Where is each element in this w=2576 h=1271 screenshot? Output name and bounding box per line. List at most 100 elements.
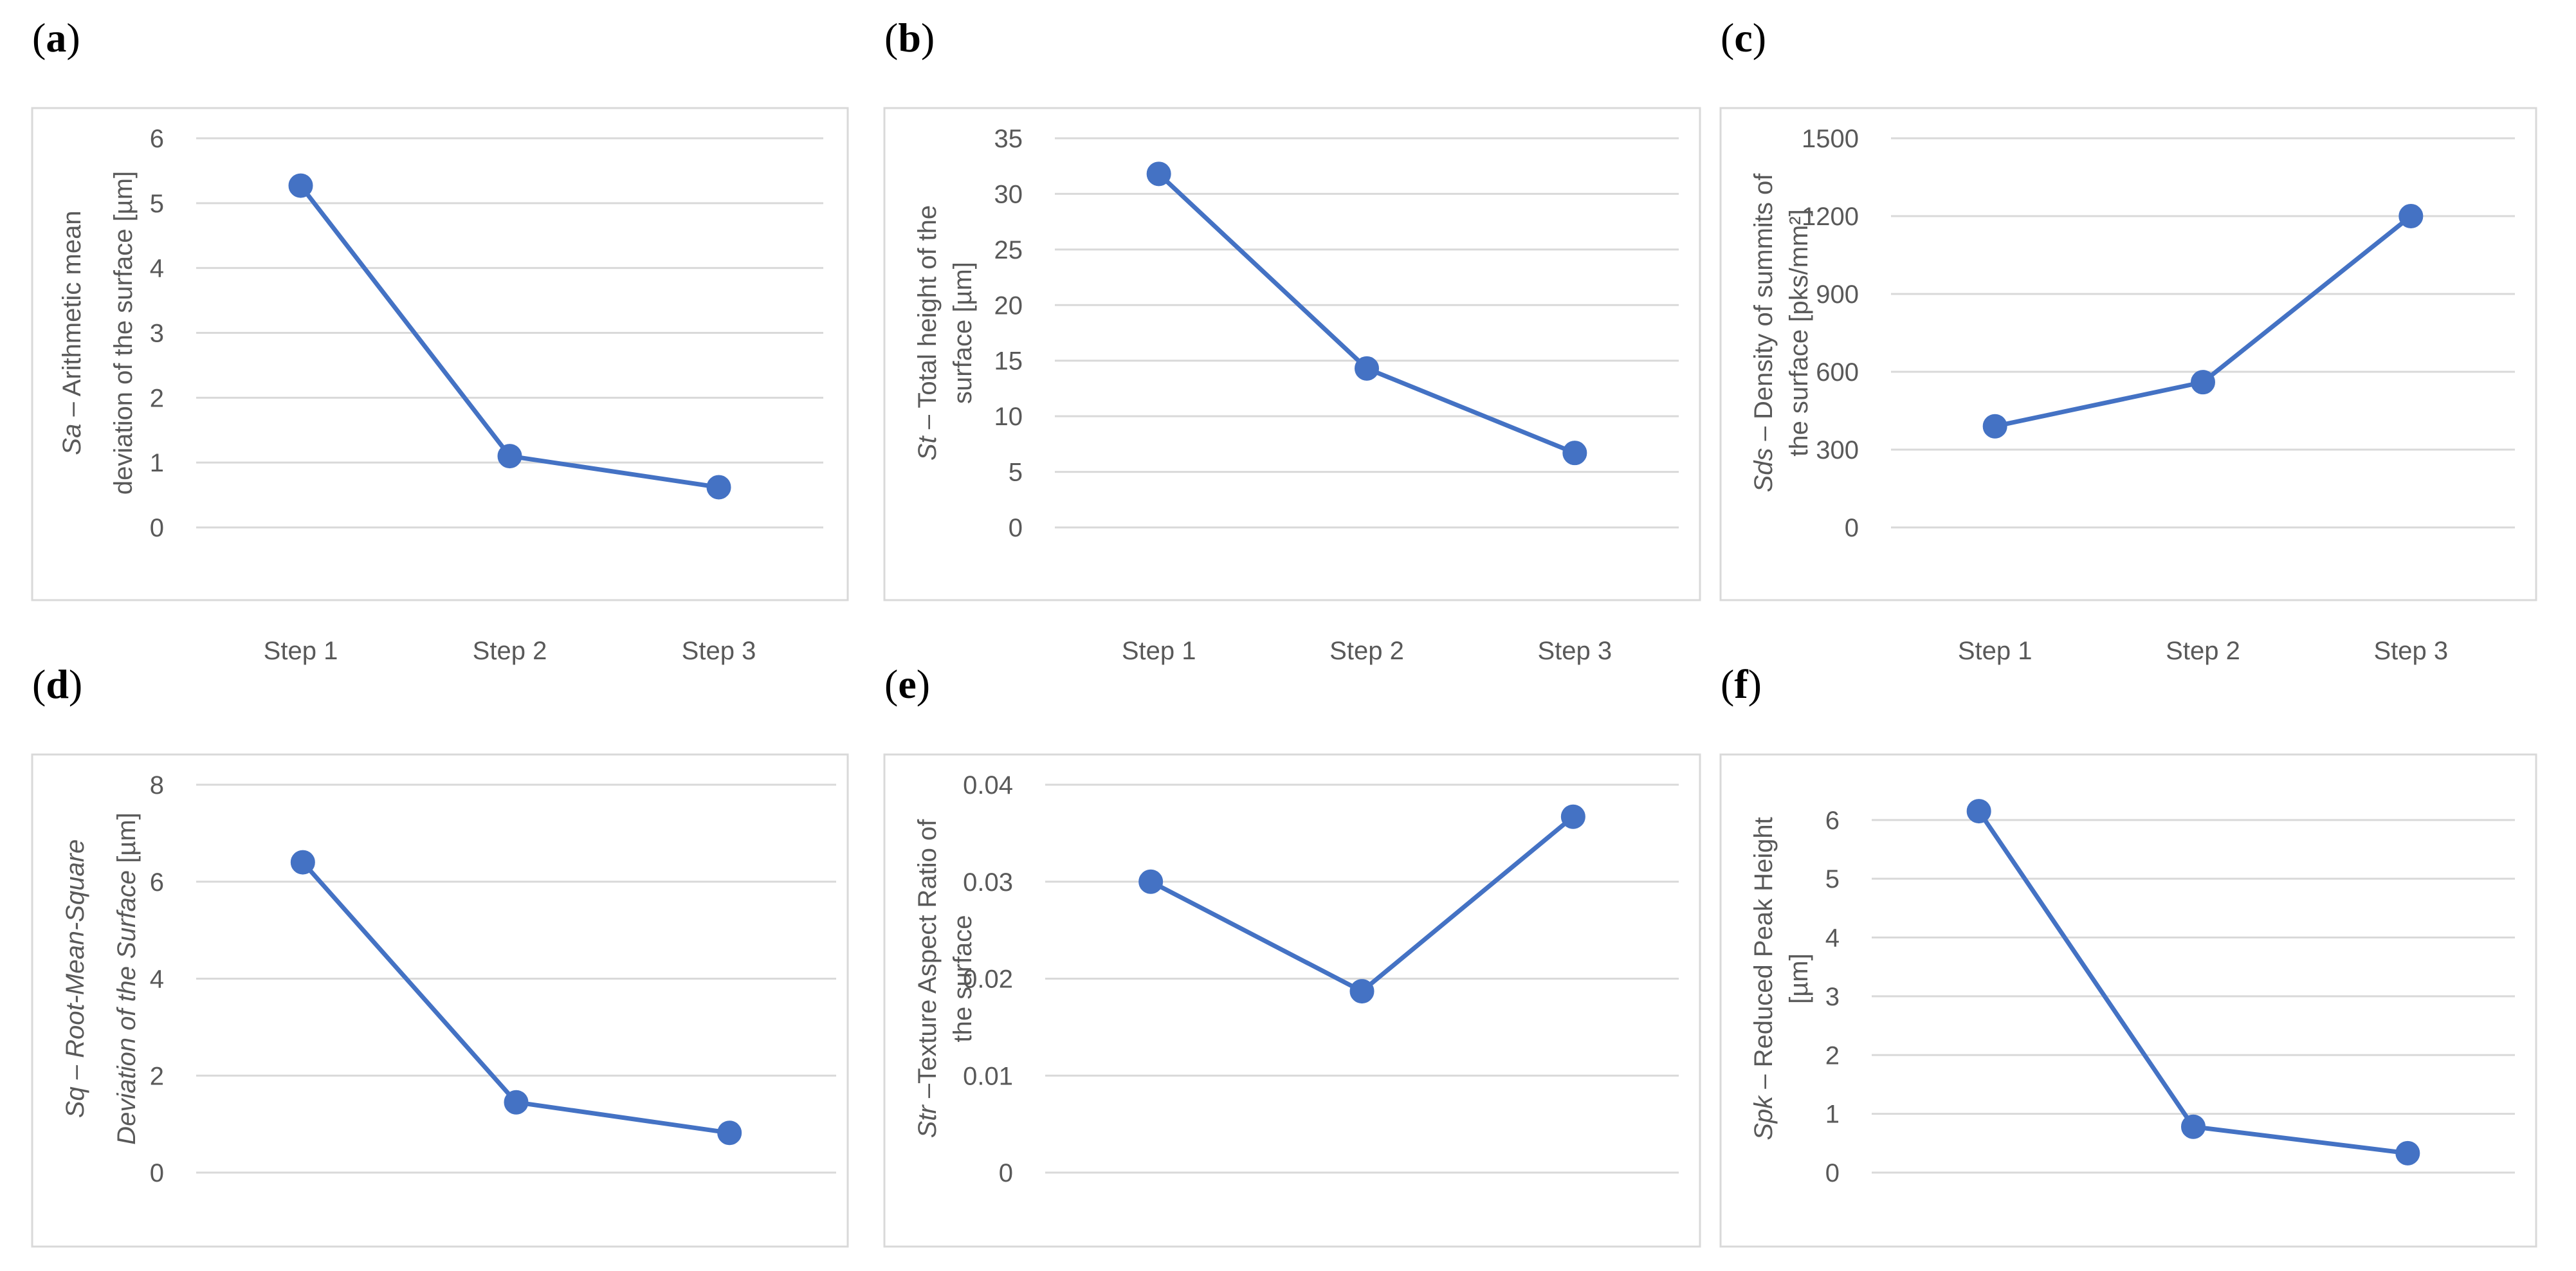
y-tick-label: 0 [150, 1159, 164, 1187]
y-tick-label: 20 [994, 291, 1023, 320]
chart-frame [883, 107, 1701, 601]
y-tick-label: 5 [1009, 459, 1023, 487]
chart-frame [883, 753, 1701, 1248]
y-axis-title-line1: Sq – Root-Mean-Square [61, 839, 89, 1119]
y-tick-label: 2 [150, 1062, 164, 1090]
data-point [2181, 1114, 2206, 1139]
y-tick-label: 1200 [1802, 203, 1859, 231]
y-tick-label: 0.03 [963, 868, 1013, 897]
y-axis-title: Sds – Density of summits of the surface [… [1749, 173, 1813, 493]
panel-label: (f) [1721, 661, 1762, 707]
data-point [1146, 161, 1171, 187]
data-point [1355, 356, 1379, 381]
y-tick-label: 0.01 [963, 1062, 1013, 1090]
data-point [706, 475, 731, 500]
y-axis-title-line2: surface [µm] [949, 262, 977, 404]
chart-frame [1719, 107, 2537, 601]
panel-a: (a) 0 1 2 3 4 5 6 Step 1 Step 2 Step 3 Sa – Arithme… [31, 15, 849, 665]
panel-label: (d) [32, 661, 82, 707]
data-point [497, 444, 522, 469]
data-point [717, 1120, 742, 1146]
y-axis-title: St – Total height of the surface [µm] [913, 205, 977, 461]
y-axis-title-line2: deviation of the surface [µm] [109, 171, 138, 495]
x-tick-label: Step 2 [2166, 637, 2240, 665]
y-tick-label: 4 [1825, 924, 1840, 953]
y-tick-label: 0 [1825, 1159, 1840, 1187]
y-tick-label: 0 [999, 1159, 1013, 1187]
panel-label: (c) [1721, 15, 1766, 60]
y-axis-title: Str –Texture Aspect Ratio of the surface [913, 819, 977, 1138]
y-tick-label: 0.04 [963, 771, 1013, 800]
y-axis-title-line2: Deviation of the Surface [µm] [113, 812, 141, 1145]
data-point [1138, 869, 1164, 894]
data-point [1966, 799, 1991, 824]
x-tick-label: Step 2 [1329, 637, 1404, 665]
y-tick-label: 1 [150, 449, 164, 477]
y-tick-label: 10 [994, 403, 1023, 431]
y-tick-label: 0 [1845, 514, 1859, 542]
y-axis-title: Sq – Root-Mean-Square Deviation of the Su… [61, 812, 141, 1145]
y-axis-title-line2: the surface [949, 915, 977, 1043]
y-tick-label: 5 [1825, 865, 1840, 893]
panel-label: (e) [884, 661, 930, 707]
x-tick-label: Step 3 [682, 637, 756, 665]
data-point [1982, 414, 2007, 439]
y-tick-label: 0 [150, 514, 164, 542]
y-axis-title: Sa – Arithmetic mean deviation of the sur… [58, 171, 138, 495]
y-axis-title-line1: Sa – Arithmetic mean [58, 210, 86, 455]
chart-frame [31, 107, 849, 601]
y-axis-title-line2: [µm] [1785, 953, 1813, 1004]
data-point [290, 850, 315, 875]
y-tick-label: 3 [150, 320, 164, 348]
y-tick-label: 0 [1009, 514, 1023, 542]
y-tick-label: 30 [994, 180, 1023, 208]
y-tick-label: 4 [150, 255, 164, 283]
y-tick-label: 1 [1825, 1101, 1840, 1129]
x-tick-label: Step 3 [1538, 637, 1612, 665]
panel-c: (c) 0 300 600 900 1200 1500 Step 1 Step 2 Step 3 S… [1719, 15, 2537, 665]
y-tick-label: 900 [1816, 280, 1859, 309]
y-tick-label: 6 [150, 868, 164, 897]
panel-label: (a) [32, 15, 80, 60]
data-point [288, 173, 313, 198]
x-tick-label: Step 1 [1958, 637, 2032, 665]
data-point [1349, 979, 1375, 1004]
panel-label: (b) [884, 15, 935, 60]
data-point [2395, 1140, 2420, 1166]
y-axis-title-line1: Sds – Density of summits of [1749, 173, 1778, 493]
data-point [1560, 804, 1585, 829]
y-tick-label: 6 [150, 125, 164, 153]
y-axis-title-line1: St – Total height of the [913, 205, 942, 461]
y-tick-label: 35 [994, 125, 1023, 153]
y-tick-label: 6 [1825, 807, 1840, 835]
y-tick-label: 3 [1825, 983, 1840, 1011]
y-axis-title-line1: Str –Texture Aspect Ratio of [913, 819, 942, 1138]
x-tick-label: Step 1 [1122, 637, 1196, 665]
y-tick-label: 5 [150, 190, 164, 218]
y-tick-label: 0.02 [963, 965, 1013, 994]
chart-frame [1719, 753, 2537, 1248]
x-tick-label: Step 2 [473, 637, 547, 665]
y-axis-title-line1: Spk – Reduced Peak Height [1749, 817, 1778, 1140]
y-tick-label: 600 [1816, 358, 1859, 387]
y-tick-label: 15 [994, 347, 1023, 376]
y-tick-label: 300 [1816, 436, 1859, 464]
y-tick-label: 2 [150, 384, 164, 412]
x-tick-label: Step 3 [2374, 637, 2449, 665]
data-point [504, 1090, 529, 1115]
y-tick-label: 2 [1825, 1041, 1840, 1070]
y-tick-label: 4 [150, 965, 164, 994]
y-axis-title-line2: the surface [pks/mm²] [1785, 209, 1813, 457]
y-axis-title: Spk – Reduced Peak Height [µm] [1749, 817, 1813, 1140]
y-tick-label: 8 [150, 771, 164, 800]
chart-frame [31, 753, 849, 1248]
data-point [2398, 204, 2424, 228]
y-tick-label: 1500 [1802, 125, 1859, 153]
panel-b: (b) 0 5 10 15 20 25 30 35 Step 1 Step 2 Step 3 St – … [883, 15, 1701, 665]
data-point [1562, 441, 1587, 466]
y-tick-label: 25 [994, 236, 1023, 264]
